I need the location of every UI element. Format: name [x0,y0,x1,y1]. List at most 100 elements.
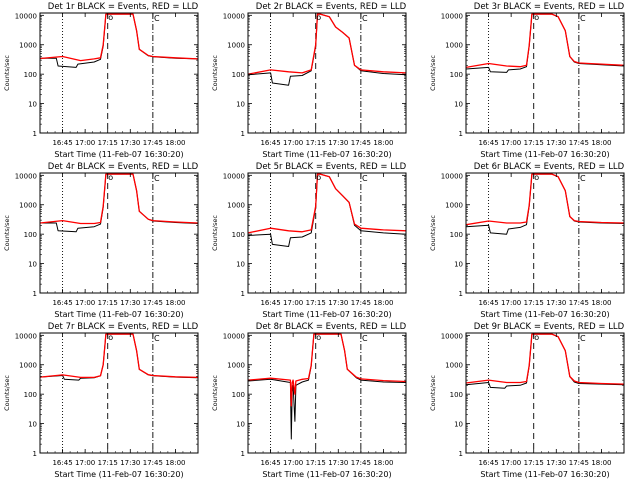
y-tick-label: 100 [450,231,463,239]
marker-c: C [362,14,368,23]
x-axis-label: Start Time (11-Feb-07 16:30:20) [262,470,391,479]
marker-o: o [316,13,321,22]
x-tick-label: 18:00 [165,299,185,307]
marker-c: C [154,14,160,23]
y-tick-label: 100 [232,71,245,79]
plot-panel-det-7: Det 7r BLACK = Events, RED = LLD Counts/s… [3,322,199,479]
x-tick-label: 17:30 [120,299,140,307]
y-tick-label: 1 [241,450,245,458]
y-tick-label: 10000 [223,172,245,180]
marker-o: o [108,13,113,22]
x-tick-label: 17:15 [306,299,326,307]
plot-title: Det 2r BLACK = Events, RED = LLD [256,2,407,12]
axes-frame [247,172,407,294]
marker-c: C [580,334,586,343]
series-line-lld [40,333,198,379]
x-tick-label: 18:00 [165,139,185,147]
plot-panel-det-6: Det 6r BLACK = Events, RED = LLD Counts/s… [429,162,625,319]
y-tick-label: 100 [450,71,463,79]
x-axis-label: Start Time (11-Feb-07 16:30:20) [480,470,609,479]
y-axis-label: Counts/sec [429,215,437,251]
plot-panel-det-1: Det 1r BLACK = Events, RED = LLD Counts/s… [3,2,199,159]
x-tick-label: 18:00 [591,139,611,147]
x-axis-label: Start Time (11-Feb-07 16:30:20) [262,150,391,159]
x-tick-label: 16:45 [260,139,280,147]
y-tick-label: 1000 [227,362,245,370]
axes-frame [465,172,625,294]
x-tick-label: 17:00 [283,459,303,467]
x-tick-label: 16:45 [52,139,72,147]
y-axis-label: Counts/sec [3,215,11,251]
plot-panel-det-5: Det 5r BLACK = Events, RED = LLD Counts/s… [211,162,407,319]
x-tick-label: 17:45 [351,459,371,467]
y-axis-label: Counts/sec [211,55,219,91]
y-tick-label: 1 [241,130,245,138]
y-tick-label: 1000 [19,362,37,370]
y-tick-label: 10000 [15,172,37,180]
y-tick-label: 10000 [441,12,463,20]
marker-c: C [154,174,160,183]
y-tick-label: 10 [236,101,245,109]
x-tick-label: 16:45 [478,139,498,147]
y-axis-label: Counts/sec [429,375,437,411]
x-tick-label: 16:45 [478,299,498,307]
series-group [40,333,198,381]
plot-title: Det 7r BLACK = Events, RED = LLD [48,322,199,332]
x-tick-label: 17:00 [501,459,521,467]
x-tick-label: 17:30 [120,459,140,467]
x-tick-label: 17:45 [143,459,163,467]
y-tick-label: 1000 [227,202,245,210]
axes-frame [39,332,199,454]
series-line-lld [248,173,406,234]
plot-title: Det 9r BLACK = Events, RED = LLD [474,322,625,332]
y-tick-label: 100 [24,231,37,239]
x-tick-label: 17:45 [351,139,371,147]
series-line-lld [466,333,624,385]
plot-title: Det 5r BLACK = Events, RED = LLD [256,162,407,172]
series-line-events [40,173,198,233]
x-tick-label: 17:45 [569,139,589,147]
x-tick-label: 17:30 [546,299,566,307]
series-line-lld [248,13,406,75]
marker-o: o [534,13,539,22]
x-axis-label: Start Time (11-Feb-07 16:30:20) [262,310,391,319]
y-tick-label: 100 [232,391,245,399]
axes-frame [465,12,625,134]
plot-panel-det-9: Det 9r BLACK = Events, RED = LLD Counts/s… [429,322,625,479]
x-tick-label: 18:00 [373,299,393,307]
x-axis-label: Start Time (11-Feb-07 16:30:20) [54,150,183,159]
x-tick-label: 17:45 [569,459,589,467]
y-tick-label: 10000 [15,12,37,20]
plot-title: Det 6r BLACK = Events, RED = LLD [474,162,625,172]
y-axis-label: Counts/sec [211,375,219,411]
x-tick-label: 16:45 [478,459,498,467]
y-tick-label: 1 [33,130,37,138]
x-tick-label: 17:30 [546,139,566,147]
series-group [40,173,198,233]
y-tick-label: 10 [236,261,245,269]
plot-panel-det-4: Det 4r BLACK = Events, RED = LLD Counts/s… [3,162,199,319]
series-line-lld [248,333,406,407]
axes-frame [39,12,199,134]
y-tick-label: 10 [236,421,245,429]
y-tick-label: 10 [454,101,463,109]
series-group [466,173,624,235]
x-tick-label: 17:15 [306,459,326,467]
marker-c: C [362,334,368,343]
x-tick-label: 17:30 [328,299,348,307]
x-tick-label: 17:00 [501,299,521,307]
x-tick-label: 17:15 [524,459,544,467]
y-tick-label: 1000 [445,42,463,50]
plot-title: Det 3r BLACK = Events, RED = LLD [474,2,625,12]
marker-o: o [108,173,113,182]
series-group [40,13,198,68]
series-line-events [466,173,624,235]
marker-o: o [316,173,321,182]
plot-title: Det 4r BLACK = Events, RED = LLD [48,162,199,172]
x-tick-label: 17:00 [75,459,95,467]
series-line-lld [466,173,624,226]
x-tick-label: 17:30 [328,459,348,467]
series-line-lld [40,13,198,62]
y-tick-label: 10000 [223,12,245,20]
